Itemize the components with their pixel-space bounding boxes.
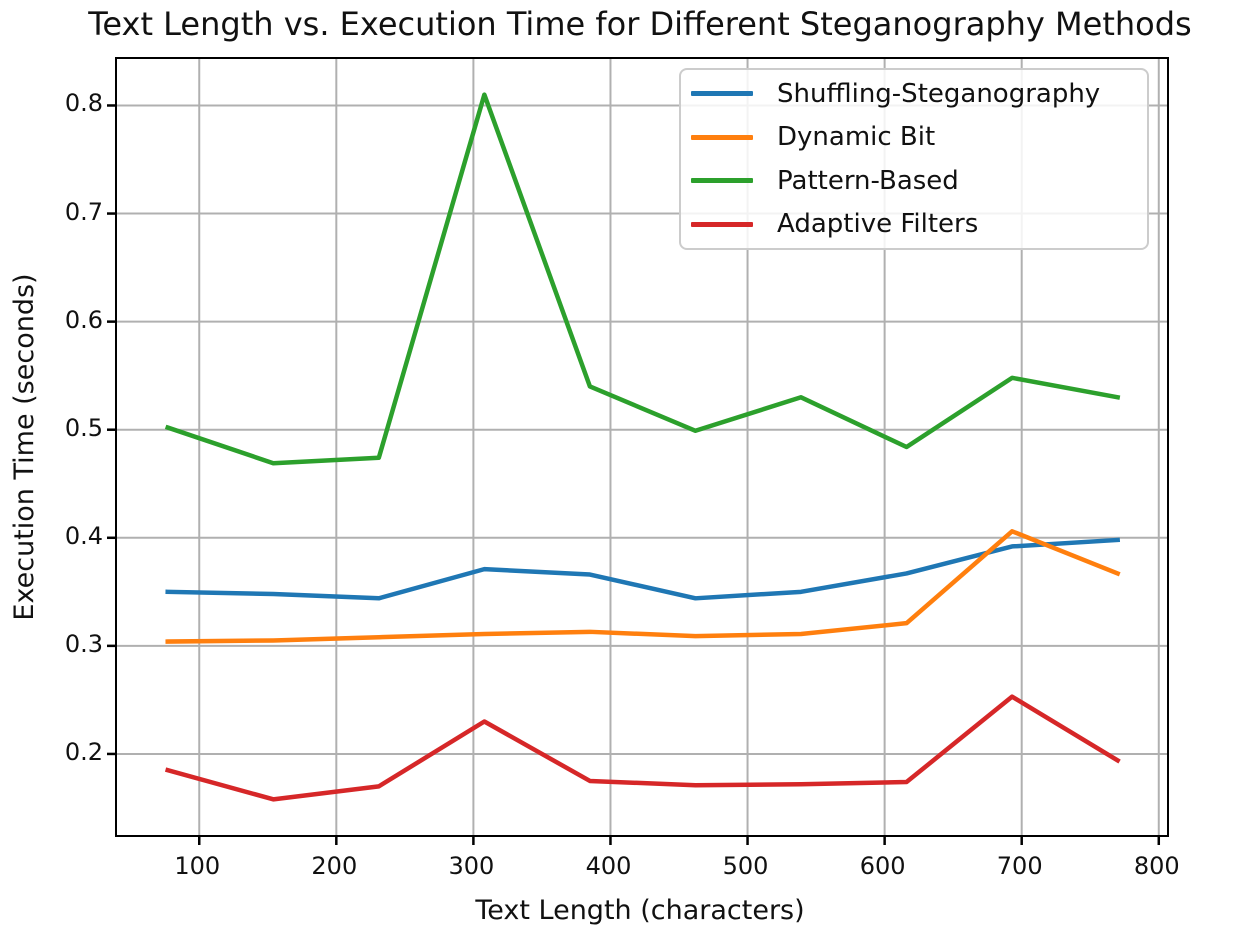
x-tick-label: 200 bbox=[311, 852, 358, 880]
x-axis-label: Text Length (characters) bbox=[475, 895, 805, 926]
legend-item: Shuffling-Steganography bbox=[681, 79, 1147, 109]
legend-item-label: Adaptive Filters bbox=[777, 209, 979, 240]
x-tick-label: 400 bbox=[585, 852, 632, 880]
y-axis-label: Execution Time (seconds) bbox=[9, 273, 40, 621]
legend-item-label: Dynamic Bit bbox=[777, 122, 936, 153]
y-tick-label: 0.2 bbox=[64, 737, 103, 766]
x-tick-label: 800 bbox=[1133, 852, 1180, 880]
chart-title: Text Length vs. Execution Time for Diffe… bbox=[88, 5, 1192, 43]
legend-item-label: Shuffling-Steganography bbox=[777, 78, 1101, 109]
plot-area: Shuffling-Steganography Dynamic Bit Patter… bbox=[107, 57, 1169, 845]
legend-item-label: Pattern-Based bbox=[777, 165, 959, 196]
y-tick-label: 0.5 bbox=[64, 413, 103, 442]
series-line-dynamic-bit bbox=[165, 529, 1121, 644]
x-tick-label: 500 bbox=[722, 852, 769, 880]
legend-line-sample bbox=[691, 91, 753, 97]
x-tick-label: 600 bbox=[859, 852, 906, 880]
legend-item: Pattern-Based bbox=[681, 166, 1147, 196]
y-tick-label: 0.3 bbox=[64, 629, 103, 658]
series-line-adaptive-filters bbox=[164, 694, 1121, 802]
legend: Shuffling-Steganography Dynamic Bit Patter… bbox=[679, 68, 1149, 250]
y-tick-label: 0.8 bbox=[64, 89, 103, 118]
legend-line-sample bbox=[691, 221, 753, 227]
legend-line-sample bbox=[691, 134, 753, 140]
x-tick-label: 100 bbox=[174, 852, 221, 880]
series-line-pattern-based bbox=[164, 92, 1121, 466]
legend-line-sample bbox=[691, 178, 753, 184]
legend-item: Adaptive Filters bbox=[681, 209, 1147, 239]
series-line-shuffling-steganography bbox=[165, 537, 1121, 601]
y-tick-label: 0.4 bbox=[64, 521, 103, 550]
y-tick-label: 0.6 bbox=[64, 305, 103, 334]
legend-item: Dynamic Bit bbox=[681, 122, 1147, 152]
x-tick-label: 700 bbox=[996, 852, 1043, 880]
y-tick-label: 0.7 bbox=[64, 197, 103, 226]
x-tick-label: 300 bbox=[448, 852, 495, 880]
